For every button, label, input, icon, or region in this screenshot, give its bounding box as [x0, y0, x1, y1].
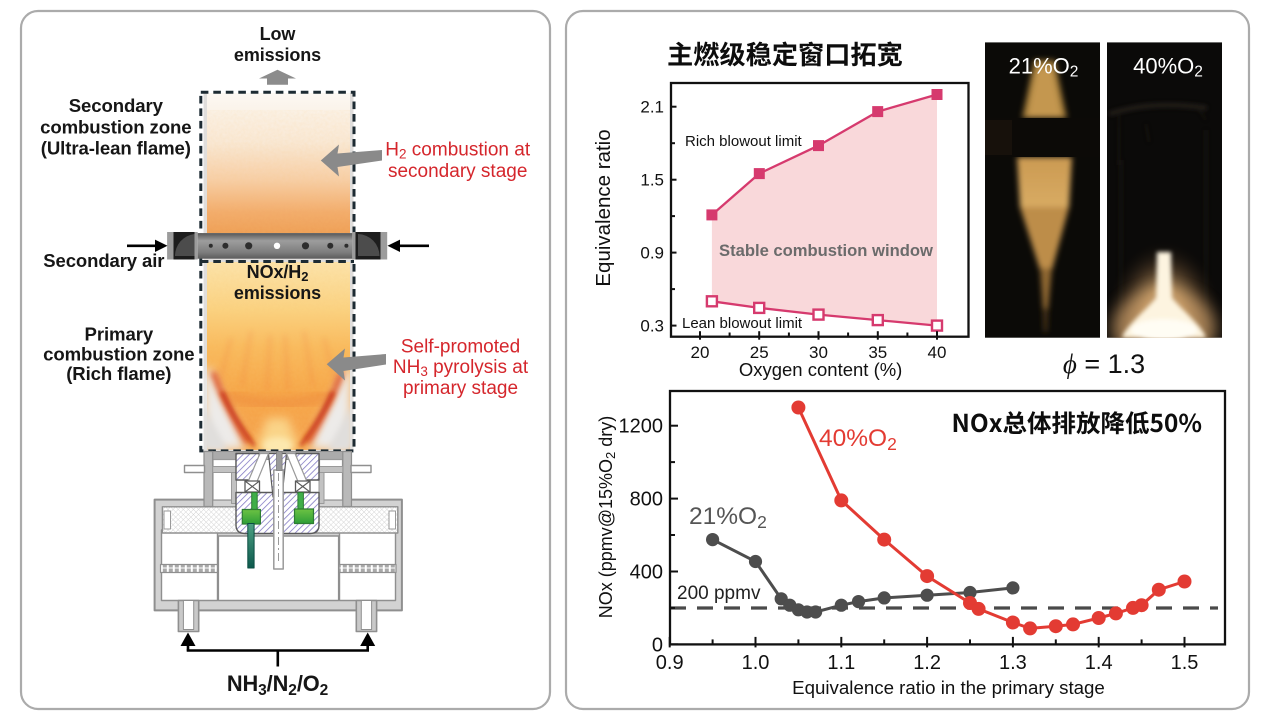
- svg-text:40%O2: 40%O2: [1133, 54, 1203, 81]
- svg-text:ϕ = 1.3: ϕ = 1.3: [1063, 349, 1145, 379]
- svg-text:40: 40: [928, 343, 947, 362]
- svg-text:1200: 1200: [619, 416, 664, 438]
- svg-text:NH3 pyrolysis at: NH3 pyrolysis at: [393, 357, 529, 379]
- svg-text:1.4: 1.4: [1085, 652, 1113, 674]
- svg-text:40%O2: 40%O2: [819, 425, 897, 454]
- svg-text:emissions: emissions: [234, 283, 321, 303]
- svg-text:400: 400: [630, 562, 663, 584]
- svg-text:25: 25: [750, 343, 769, 362]
- svg-text:Oxygen content (%): Oxygen content (%): [739, 359, 903, 380]
- svg-text:(Ultra-lean flame): (Ultra-lean flame): [41, 138, 191, 159]
- svg-text:30: 30: [809, 343, 828, 362]
- svg-text:1.5: 1.5: [640, 171, 664, 190]
- svg-text:20: 20: [691, 343, 710, 362]
- svg-text:(Rich flame): (Rich flame): [66, 363, 171, 384]
- svg-text:0.9: 0.9: [640, 244, 664, 263]
- svg-text:combustion zone: combustion zone: [40, 116, 191, 137]
- svg-text:0.3: 0.3: [640, 317, 664, 336]
- svg-text:Secondary air: Secondary air: [43, 250, 164, 271]
- svg-text:Equivalence ratio: Equivalence ratio: [592, 129, 615, 286]
- svg-text:NOx/H2: NOx/H2: [247, 262, 309, 284]
- svg-text:emissions: emissions: [234, 45, 321, 65]
- svg-text:200 ppmv: 200 ppmv: [677, 583, 761, 604]
- svg-text:0: 0: [652, 634, 663, 656]
- svg-text:Primary: Primary: [85, 324, 154, 345]
- svg-text:1.0: 1.0: [742, 652, 770, 674]
- svg-text:21%O2: 21%O2: [689, 503, 767, 532]
- svg-text:Lean blowout limit: Lean blowout limit: [682, 315, 803, 332]
- svg-text:1.3: 1.3: [999, 652, 1027, 674]
- svg-text:21%O2: 21%O2: [1009, 54, 1079, 81]
- svg-text:primary stage: primary stage: [403, 378, 518, 399]
- svg-text:1.1: 1.1: [827, 652, 855, 674]
- svg-text:NOx (ppmv@15%O2 dry): NOx (ppmv@15%O2 dry): [596, 416, 618, 619]
- svg-text:Equivalence ratio in the prima: Equivalence ratio in the primary stage: [792, 677, 1105, 698]
- svg-text:Self-promoted: Self-promoted: [401, 337, 520, 358]
- svg-text:combustion zone: combustion zone: [43, 343, 194, 364]
- svg-text:secondary stage: secondary stage: [388, 161, 527, 182]
- svg-text:800: 800: [630, 489, 663, 511]
- svg-text:Rich blowout limit: Rich blowout limit: [685, 133, 803, 150]
- svg-text:1.2: 1.2: [913, 652, 941, 674]
- svg-text:35: 35: [868, 343, 887, 362]
- svg-text:Low: Low: [260, 24, 297, 44]
- svg-text:Secondary: Secondary: [69, 95, 164, 116]
- svg-text:Stable combustion window: Stable combustion window: [719, 241, 933, 260]
- svg-text:0.9: 0.9: [656, 652, 684, 674]
- svg-text:H2 combustion at: H2 combustion at: [385, 140, 531, 162]
- svg-text:2.1: 2.1: [640, 98, 664, 117]
- svg-text:1.5: 1.5: [1171, 652, 1199, 674]
- svg-text:NH3/N2/O2: NH3/N2/O2: [227, 671, 328, 699]
